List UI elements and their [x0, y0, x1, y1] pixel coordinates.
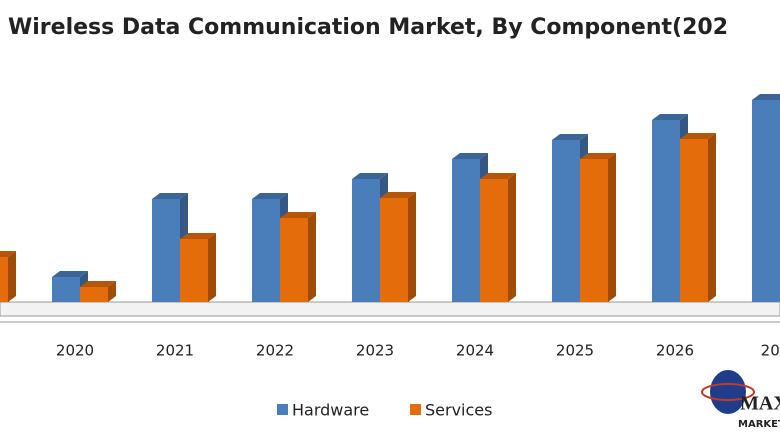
bar — [480, 179, 508, 302]
logo-globe — [710, 370, 746, 414]
bar-top — [552, 134, 588, 140]
bar-top — [152, 193, 188, 199]
bar-side — [8, 251, 16, 302]
bar-side — [108, 281, 116, 302]
logo-text: MAX — [740, 393, 780, 415]
logo-subtext: MARKET — [738, 419, 780, 430]
chart-title: Wireless Data Communication Market, By C… — [8, 15, 728, 40]
bar — [652, 120, 680, 302]
bar — [552, 140, 580, 302]
bar-top — [80, 281, 116, 287]
bar-side — [208, 233, 216, 302]
bar — [680, 139, 708, 302]
legend-label: Services — [425, 401, 492, 420]
bar — [352, 179, 380, 302]
legend-swatch — [277, 404, 288, 415]
legend-swatch — [410, 404, 421, 415]
bar-top — [680, 133, 716, 139]
bar-top — [280, 212, 316, 218]
legend-label: Hardware — [292, 401, 369, 420]
bar-side — [608, 153, 616, 302]
bar-top — [580, 153, 616, 159]
floor-plane — [0, 301, 780, 317]
floor — [0, 301, 780, 323]
bar — [380, 198, 408, 302]
bar — [0, 257, 8, 302]
bar — [152, 199, 180, 302]
x-tick-label: 2026 — [656, 342, 694, 360]
bar-top — [0, 251, 16, 257]
bar-side — [308, 212, 316, 302]
x-tick-label: 2020 — [56, 342, 94, 360]
logo: MAX MARKET — [701, 370, 780, 430]
bar — [280, 218, 308, 302]
bar-side — [408, 192, 416, 302]
bar-top — [180, 233, 216, 239]
bar-top — [252, 193, 288, 199]
bar — [52, 277, 80, 302]
bar-top — [452, 153, 488, 159]
x-tick-label: 202 — [761, 342, 780, 360]
x-tick-label: 2021 — [156, 342, 194, 360]
x-tick-label: 2023 — [356, 342, 394, 360]
logo-ring — [701, 383, 755, 401]
bar — [580, 159, 608, 302]
bar — [752, 100, 780, 302]
bar — [452, 159, 480, 302]
bar-top — [652, 114, 688, 120]
x-tick-label: 2024 — [456, 342, 494, 360]
bar-top — [352, 173, 388, 179]
bar — [80, 287, 108, 302]
x-tick-label: 2022 — [256, 342, 294, 360]
bar — [180, 239, 208, 302]
bar-top — [52, 271, 88, 277]
bar — [252, 199, 280, 302]
x-tick-label: 2025 — [556, 342, 594, 360]
bar-top — [480, 173, 516, 179]
bar-top — [752, 94, 780, 100]
bar-side — [708, 133, 716, 302]
bar-top — [380, 192, 416, 198]
bar-side — [508, 173, 516, 302]
